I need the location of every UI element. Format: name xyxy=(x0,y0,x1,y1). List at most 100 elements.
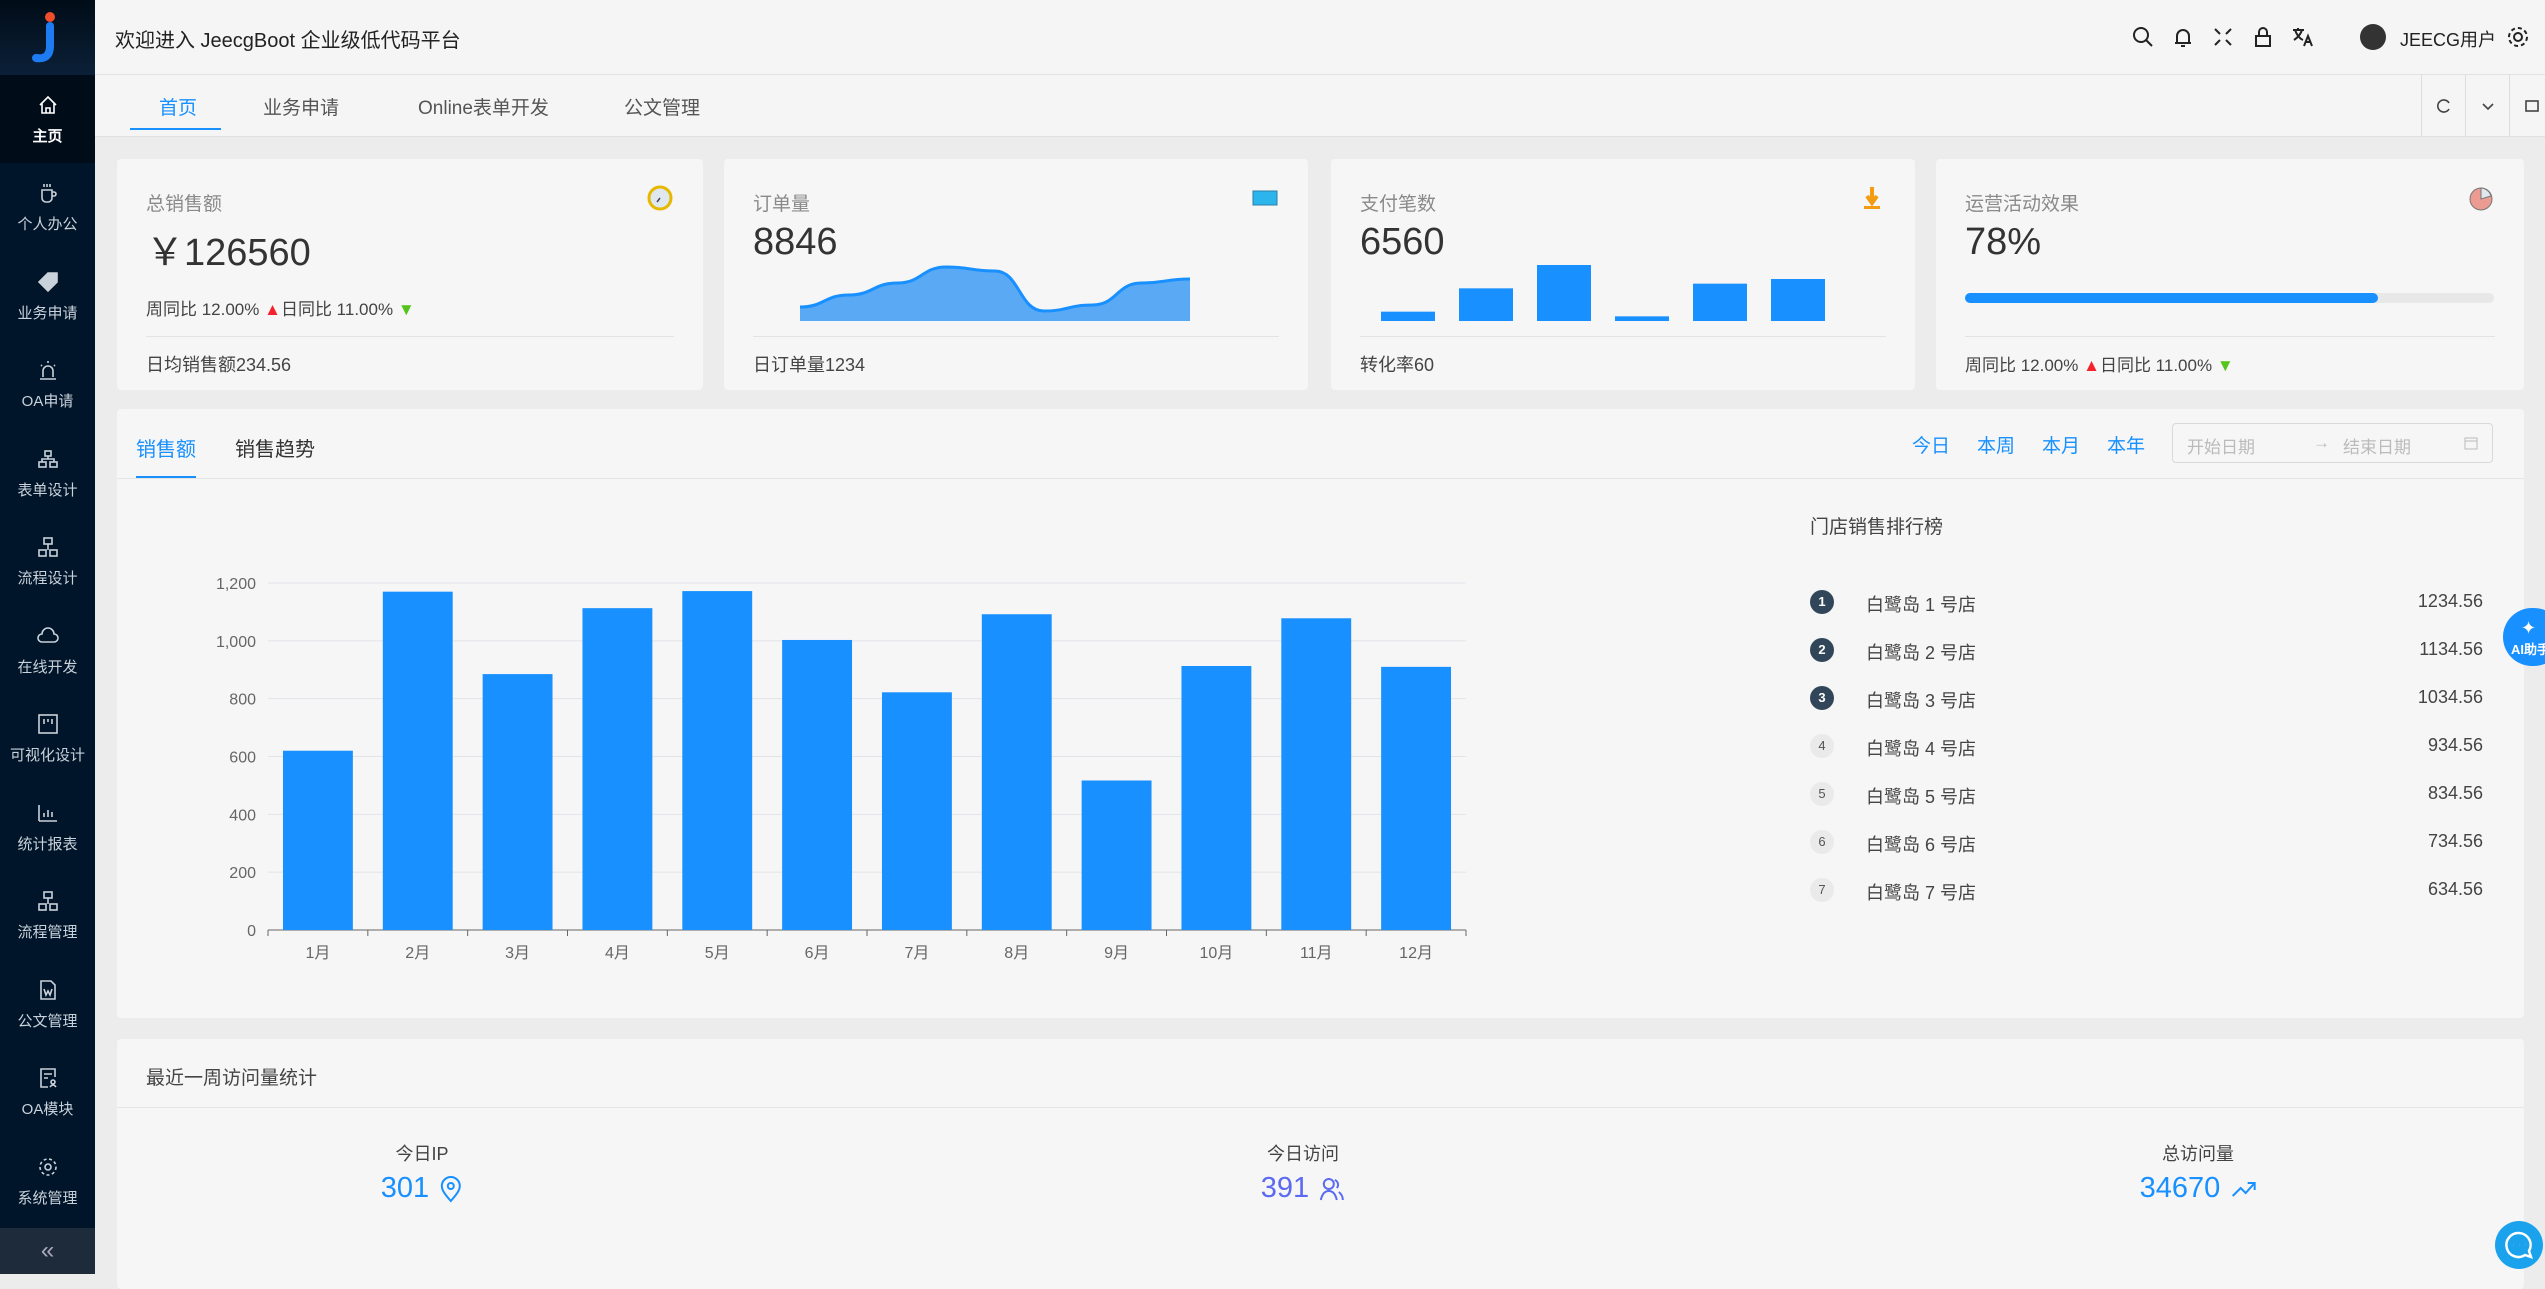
logo[interactable] xyxy=(0,0,95,75)
sidebar-item-label: 公文管理 xyxy=(17,1012,78,1030)
store-name: 白鹭岛 4 号店 xyxy=(1866,739,1977,759)
bar xyxy=(1181,665,1252,930)
fullscreen-icon[interactable] xyxy=(2210,24,2236,50)
sidebar-item[interactable]: 流程设计 xyxy=(0,518,95,606)
sidebar-item-label: 流程设计 xyxy=(17,570,78,587)
avatar[interactable] xyxy=(2360,24,2386,50)
divider xyxy=(1965,336,2495,337)
end-date-input[interactable]: 结束日期 xyxy=(2343,438,2411,457)
x-tick-label: 3月 xyxy=(505,945,530,962)
tab-business[interactable]: 业务申请 xyxy=(263,98,340,119)
refresh-button[interactable] xyxy=(2421,75,2465,137)
sidebar-item-label: 主页 xyxy=(32,127,63,145)
username[interactable]: JEECG用户 xyxy=(2400,30,2497,50)
bar xyxy=(582,608,653,930)
sidebar-item[interactable]: 统计报表 xyxy=(0,783,95,871)
divider xyxy=(1360,336,1886,337)
sidebar-item[interactable]: OA申请 xyxy=(0,341,95,429)
x-tick-label: 6月 xyxy=(805,945,830,962)
sidebar-item[interactable]: 在线开发 xyxy=(0,606,95,694)
lock-icon[interactable] xyxy=(2250,24,2276,50)
store-sales: 1034.56 xyxy=(2417,687,2483,707)
range-year[interactable]: 本年 xyxy=(2107,436,2146,457)
translate-icon[interactable] xyxy=(2290,24,2316,50)
rank-number: 1 xyxy=(1810,590,1834,614)
chat-button[interactable] xyxy=(2495,1221,2543,1269)
sidebar-item-label: 可视化设计 xyxy=(9,747,85,764)
store-sales: 834.56 xyxy=(2427,783,2483,803)
bar xyxy=(282,750,353,930)
mini-bar xyxy=(1615,316,1669,321)
y-tick-label: 400 xyxy=(229,807,256,824)
sidebar-item[interactable]: 个人办公 xyxy=(0,164,95,252)
card-footer: 日均销售额234.56 xyxy=(146,355,292,375)
bar xyxy=(1381,666,1452,930)
tab-dropdown-button[interactable] xyxy=(2465,75,2509,137)
sidebar-item-label: 个人办公 xyxy=(17,216,78,233)
x-tick-label: 12月 xyxy=(1399,945,1433,962)
maximize-icon xyxy=(2524,100,2539,112)
pie-chart-icon xyxy=(2469,187,2493,211)
comparison: 周同比 12.00% ▲日同比 11.00% ▼ xyxy=(1965,351,2234,376)
sidebar-item[interactable]: 表单设计 xyxy=(0,429,95,517)
rank-row: 7 白鹭岛 7 号店 634.56 xyxy=(1810,875,2483,905)
sidebar-item[interactable]: 业务申请 xyxy=(0,252,95,340)
settings-icon[interactable] xyxy=(2505,24,2531,50)
word-file-icon xyxy=(39,979,56,1000)
range-month[interactable]: 本月 xyxy=(2042,436,2081,457)
tab-sales[interactable]: 销售额 xyxy=(136,439,196,461)
sidebar-item[interactable]: 主页 xyxy=(0,75,95,163)
visits-card: 最近一周访问量统计 xyxy=(117,1039,2524,1289)
sparkline-line xyxy=(800,265,1190,313)
date-range-picker[interactable]: 开始日期 → 结束日期 xyxy=(2172,423,2493,463)
sparkline-area xyxy=(800,267,1190,321)
mini-bar xyxy=(1459,288,1513,321)
sidebar-item[interactable]: 流程管理 xyxy=(0,872,95,960)
bell-icon[interactable] xyxy=(2170,24,2196,50)
clock-icon xyxy=(647,185,673,211)
y-tick-label: 0 xyxy=(247,923,256,940)
bar xyxy=(782,639,853,930)
visits-title: 最近一周访问量统计 xyxy=(146,1068,318,1089)
up-arrow-icon: ▲ xyxy=(2083,356,2100,375)
total-visits: 34670 xyxy=(2140,1172,2257,1205)
start-date-input[interactable]: 开始日期 xyxy=(2187,438,2255,457)
tab-sales-trend[interactable]: 销售趋势 xyxy=(235,439,315,461)
store-name: 白鹭岛 7 号店 xyxy=(1866,883,1977,903)
sidebar-item-label: 流程管理 xyxy=(17,924,78,941)
today-ip: 301 xyxy=(381,1172,463,1205)
sidebar-item[interactable]: 系统管理 xyxy=(0,1137,95,1225)
collapse-sidebar-button[interactable]: « xyxy=(0,1228,95,1274)
maximize-button[interactable] xyxy=(2509,75,2545,137)
tab-documents[interactable]: 公文管理 xyxy=(624,98,701,119)
search-icon[interactable] xyxy=(2130,24,2156,50)
store-sales: 734.56 xyxy=(2427,831,2483,851)
tab-online-form[interactable]: Online表单开发 xyxy=(418,98,549,119)
card-payment-icon xyxy=(1252,190,1278,206)
progress-fill xyxy=(1965,293,2378,303)
sales-bar-chart: 0 200 400 600 800 1,000 1,200 1月 2月 3月 4月 5月 6月 7月 8月 9… xyxy=(216,576,1467,962)
sidebar-item[interactable]: 可视化设计 xyxy=(0,695,95,783)
card-footer: 日订单量1234 xyxy=(753,355,866,375)
range-week[interactable]: 本周 xyxy=(1977,436,2016,457)
visit-value: 391 xyxy=(1260,1172,1310,1204)
y-tick-label: 1,200 xyxy=(216,576,256,593)
ai-assistant-button[interactable]: ✦ AI助手 xyxy=(2503,608,2545,666)
x-tick-label: 1月 xyxy=(305,945,330,962)
x-tick-label: 2月 xyxy=(405,945,430,962)
chevron-down-icon xyxy=(2481,103,2494,111)
sidebar-item[interactable]: OA模块 xyxy=(0,1049,95,1137)
visit-label: 今日IP xyxy=(395,1144,449,1164)
store-sales: 1234.56 xyxy=(2417,591,2483,611)
trend-up-icon xyxy=(2231,1181,2256,1197)
tab-home[interactable]: 首页 xyxy=(159,98,198,119)
location-icon xyxy=(441,1175,462,1203)
x-tick-label: 7月 xyxy=(904,945,929,962)
week-compare: 周同比 12.00% xyxy=(1965,356,2079,375)
sidebar-item-label: OA申请 xyxy=(21,393,74,410)
rank-row: 2 白鹭岛 2 号店 1134.56 xyxy=(1810,635,2483,665)
sidebar-item-label: 表单设计 xyxy=(17,481,78,499)
sidebar-item[interactable]: 公文管理 xyxy=(0,960,95,1048)
range-today[interactable]: 今日 xyxy=(1912,436,1951,457)
card-title: 总销售额 xyxy=(146,194,223,215)
